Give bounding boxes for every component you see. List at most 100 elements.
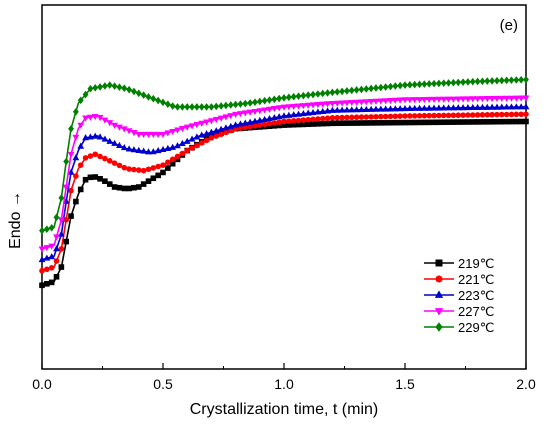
data-point xyxy=(305,121,311,128)
data-point xyxy=(285,111,293,118)
data-point xyxy=(416,80,423,89)
data-point xyxy=(241,119,249,126)
data-point xyxy=(189,145,195,151)
data-point xyxy=(125,145,133,152)
data-point xyxy=(68,124,74,133)
data-point xyxy=(82,115,89,122)
data-point xyxy=(445,112,452,119)
data-point xyxy=(261,96,268,105)
data-point xyxy=(339,114,345,121)
data-point xyxy=(43,225,50,234)
data-point xyxy=(479,112,486,118)
data-point xyxy=(421,112,428,119)
data-point xyxy=(493,103,501,110)
data-point xyxy=(286,118,292,124)
data-point xyxy=(116,141,123,148)
series-2 xyxy=(39,111,529,274)
data-point xyxy=(358,114,365,120)
series-layer xyxy=(38,75,530,289)
data-point xyxy=(503,76,510,85)
data-point xyxy=(450,78,457,87)
data-point xyxy=(411,97,419,104)
data-point xyxy=(72,154,80,161)
data-point xyxy=(77,122,85,129)
data-point xyxy=(469,96,477,103)
data-point xyxy=(378,120,384,126)
data-point xyxy=(431,79,437,88)
y-axis-title: Endo → xyxy=(7,191,24,249)
data-point xyxy=(315,121,321,127)
series-line xyxy=(41,106,527,261)
data-point xyxy=(261,115,269,122)
data-point xyxy=(440,104,448,111)
data-point xyxy=(329,100,336,108)
data-point xyxy=(474,77,481,86)
data-point xyxy=(387,98,394,105)
legend-item: 223℃ xyxy=(424,288,494,303)
data-point xyxy=(513,76,520,84)
data-point xyxy=(150,175,157,182)
data-point xyxy=(465,119,471,125)
data-point xyxy=(77,142,85,149)
data-point xyxy=(106,158,113,164)
data-point xyxy=(126,166,132,172)
data-point xyxy=(392,113,399,120)
data-point xyxy=(106,137,114,144)
data-point xyxy=(416,119,423,126)
data-point xyxy=(92,83,99,92)
data-point xyxy=(426,80,433,88)
data-point xyxy=(174,103,181,111)
data-point xyxy=(281,94,287,102)
data-point xyxy=(305,91,312,99)
data-point xyxy=(329,106,336,113)
data-point xyxy=(251,108,259,116)
data-point xyxy=(275,105,283,112)
data-point xyxy=(102,178,108,184)
data-point xyxy=(450,112,457,119)
data-point xyxy=(174,127,181,134)
data-point xyxy=(155,96,162,105)
data-point xyxy=(494,111,500,118)
series-line xyxy=(41,113,527,272)
data-point xyxy=(92,151,99,158)
data-point xyxy=(362,105,370,113)
data-point xyxy=(425,104,433,111)
data-point xyxy=(522,95,530,102)
data-point xyxy=(203,103,210,111)
legend-marker xyxy=(434,290,444,298)
data-point xyxy=(416,104,423,111)
data-point xyxy=(145,178,152,184)
data-point xyxy=(198,103,205,111)
data-point xyxy=(310,90,316,99)
data-point xyxy=(155,163,161,170)
panel-label: (e) xyxy=(500,17,518,34)
data-point xyxy=(483,96,491,103)
data-point xyxy=(459,104,467,111)
data-point xyxy=(435,96,443,103)
legend-label: 227℃ xyxy=(458,304,494,319)
legend-label: 229℃ xyxy=(458,320,494,335)
data-point xyxy=(73,198,79,205)
legend-item: 221℃ xyxy=(424,272,494,287)
data-point xyxy=(508,118,515,125)
data-point xyxy=(484,77,491,85)
data-point xyxy=(101,135,109,142)
data-point xyxy=(247,123,253,130)
data-point xyxy=(436,119,442,126)
data-point xyxy=(310,116,316,123)
data-point xyxy=(68,213,74,219)
data-point xyxy=(407,113,413,119)
data-point xyxy=(460,119,466,125)
data-point xyxy=(97,176,103,182)
data-point xyxy=(343,106,351,113)
data-point xyxy=(203,119,210,126)
data-point xyxy=(445,96,452,103)
data-point xyxy=(465,112,471,118)
data-point xyxy=(368,120,374,126)
data-point xyxy=(382,83,389,91)
data-point xyxy=(140,131,148,139)
data-point xyxy=(411,113,418,119)
data-point xyxy=(373,120,379,126)
data-point xyxy=(373,84,379,92)
